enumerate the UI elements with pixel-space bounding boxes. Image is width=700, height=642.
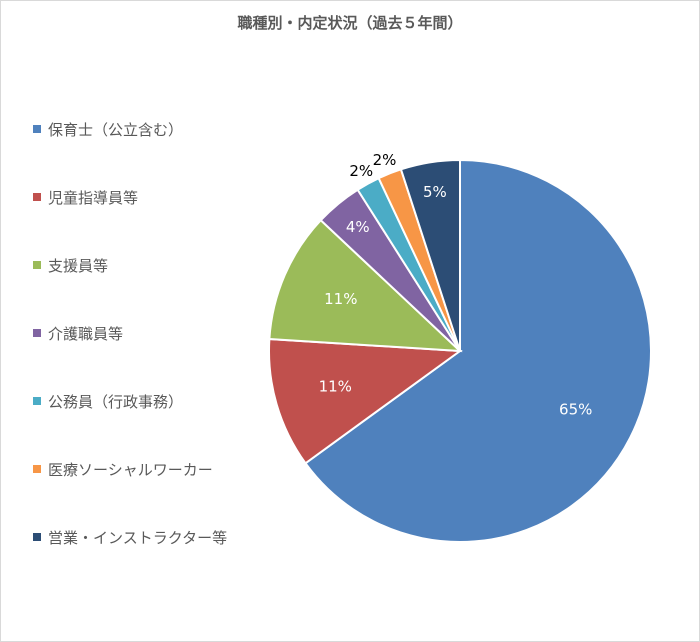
pie-slice [399, 158, 461, 352]
legend-swatch [33, 261, 41, 269]
chart-title: 職種別・内定状況（過去５年間） [237, 14, 463, 32]
legend-swatch [33, 125, 41, 133]
legend-label: 医療ソーシャルワーカー [48, 460, 213, 479]
legend-item: 介護職員等 [33, 323, 123, 343]
legend-label: 保育士（公立含む） [48, 120, 184, 139]
legend-label: 介護職員等 [48, 324, 124, 343]
legend-swatch [33, 397, 41, 405]
pie-slice [304, 158, 652, 543]
slice-label: 11% [324, 290, 357, 308]
slice-label: 65% [559, 400, 592, 418]
slice-label: 2% [373, 151, 397, 169]
pie-slice [268, 218, 463, 353]
legend-item: 公務員（行政事務） [33, 391, 183, 411]
slice-label: 2% [349, 162, 373, 180]
legend-item: 支援員等 [33, 255, 108, 275]
pie-slice [268, 337, 463, 465]
legend-swatch [33, 533, 41, 541]
legend-label: 公務員（行政事務） [48, 392, 184, 411]
legend-item: 医療ソーシャルワーカー [33, 459, 213, 479]
legend-label: 営業・インストラクター等 [48, 528, 228, 547]
legend-swatch [33, 193, 41, 201]
legend-item: 営業・インストラクター等 [33, 527, 227, 547]
legend-item: 保育士（公立含む） [33, 119, 183, 139]
legend-label: 支援員等 [48, 256, 109, 275]
slice-label: 5% [423, 183, 447, 201]
slice-label: 11% [319, 378, 352, 396]
legend-item: 児童指導員等 [33, 187, 138, 207]
slice-label: 4% [346, 218, 370, 236]
legend-label: 児童指導員等 [48, 188, 139, 207]
legend-swatch [33, 329, 41, 337]
legend-swatch [33, 465, 41, 473]
